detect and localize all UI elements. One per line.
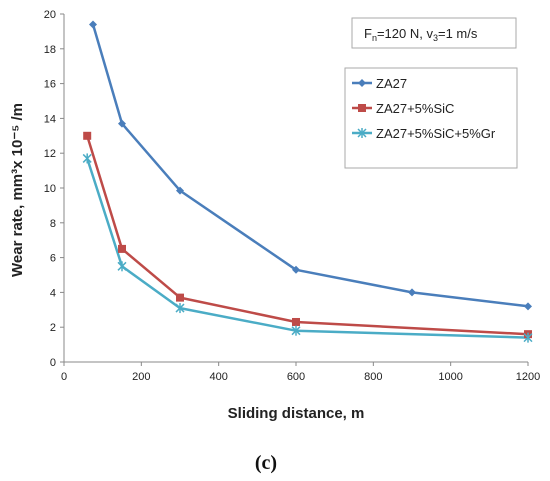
x-tick-labels: 0 200 400 600 800 1000 1200: [61, 371, 540, 383]
condition-middle: =120 N, v: [377, 26, 434, 41]
x-tick-label: 600: [287, 371, 305, 383]
data-point-series-2: [292, 317, 300, 326]
condition-text: Fn=120 N, v3=1 m/s: [364, 26, 478, 43]
legend-entry-2: ZA27+5%SiC: [376, 101, 454, 116]
y-axis-title: Wear rate, mm³x 10⁻⁵ /m: [9, 103, 26, 277]
x-tick-label: 800: [364, 371, 382, 383]
data-point-series-3: [291, 325, 301, 336]
markers-layer: [82, 20, 533, 343]
y-tick-label: 10: [44, 183, 56, 195]
legend-swatch-marker: [358, 104, 366, 112]
legend: ZA27 ZA27+5%SiC ZA27+5%SiC+5%Gr: [344, 67, 518, 169]
data-point-series-2: [83, 131, 92, 140]
data-point-series-1: [176, 186, 184, 195]
series-line-1: [91, 24, 529, 308]
condition-force-subscript: n: [372, 33, 377, 43]
legend-entry-1: ZA27: [376, 76, 407, 91]
condition-speed-subscript: 3: [433, 33, 438, 43]
x-tick-label: 0: [61, 371, 67, 383]
data-point-series-2: [118, 244, 126, 253]
y-tick-labels: 0 2 4 6 8 10 12 14 16 18 20: [44, 9, 56, 369]
data-point-series-1: [408, 288, 416, 297]
x-tick-label: 400: [209, 371, 227, 383]
data-point-series-1: [524, 302, 532, 311]
y-tick-label: 16: [44, 79, 56, 91]
y-tick-label: 4: [50, 287, 56, 299]
data-point-series-3: [82, 153, 92, 164]
y-tick-label: 8: [50, 218, 56, 230]
data-point-series-3: [175, 303, 185, 314]
y-tick-label: 12: [44, 148, 56, 160]
series-line-3: [86, 158, 529, 339]
data-point-series-1: [292, 265, 300, 274]
figure-caption: (c): [255, 452, 277, 474]
data-point-series-1: [118, 119, 126, 128]
y-tick-label: 14: [44, 113, 56, 125]
y-tick-label: 20: [44, 9, 56, 21]
condition-force-symbol: F: [364, 26, 372, 41]
data-point-series-3: [117, 261, 127, 272]
y-tick-label: 0: [50, 357, 56, 369]
data-point-series-3: [523, 332, 533, 343]
y-tick-label: 2: [50, 322, 56, 334]
x-tick-label: 200: [132, 371, 150, 383]
legend-swatch-marker: [358, 79, 366, 87]
x-tick-label: 1000: [438, 371, 462, 383]
x-axis-title: Sliding distance, m: [228, 405, 365, 422]
y-tick-label: 6: [50, 253, 56, 265]
y-tick-label: 18: [44, 44, 56, 56]
x-tick-label: 1200: [516, 371, 540, 383]
legend-swatch-marker: [357, 128, 367, 138]
condition-box: Fn=120 N, v3=1 m/s: [351, 17, 517, 49]
data-point-series-1: [89, 20, 97, 29]
condition-suffix: =1 m/s: [438, 26, 478, 41]
legend-entry-3: ZA27+5%SiC+5%Gr: [376, 126, 496, 141]
plot-axes: [60, 13, 529, 366]
data-point-series-2: [176, 293, 184, 302]
